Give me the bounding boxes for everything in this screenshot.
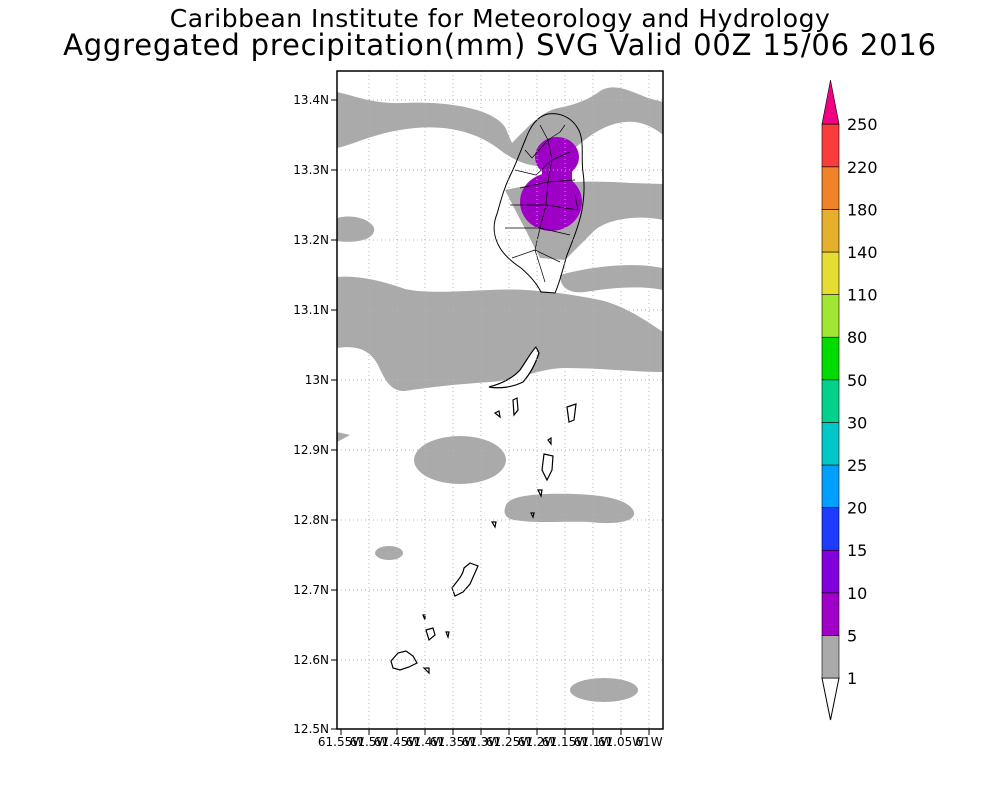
colorbar-segment [821,549,840,594]
colorbar-label: 50 [847,371,867,390]
colorbar-segment [821,507,840,551]
rain-area-north-band [337,87,663,167]
colorbar-label: 5 [847,626,857,645]
lat-tick-label: 12.6N [293,653,329,667]
rain-cell-purple-south [520,173,582,231]
colorbar-label: 220 [847,158,878,177]
latitude-axis: 13.4N 13.3N 13.2N 13.1N 13N 12.9N 12.8N 12.7N 12… [293,93,337,736]
island-cays-j [422,667,430,675]
lon-tick-label: 61.2W [518,735,557,749]
island-cays-a [493,410,501,419]
lon-tick-label: 61.05W [598,735,644,749]
colorbar-label: 15 [847,541,867,560]
island-cays-e [490,521,497,529]
rain-area-west-edge [337,432,350,442]
colorbar-segment [821,123,840,168]
lon-tick-label: 61.4W [406,735,445,749]
colorbar-segment [821,336,840,381]
island-cays-g [422,614,426,621]
island-cays-d [537,489,543,498]
island-cays-b [566,403,577,423]
st-vincent-island [493,113,585,294]
lon-tick-label: 61.25W [486,735,532,749]
colorbar-segment [821,464,840,508]
lon-tick-label: 61.55W [318,735,364,749]
colorbar-label: 140 [847,243,878,262]
colorbar-segment [821,166,840,210]
lat-tick-label: 12.7N [293,583,329,597]
st-vincent-rivers [505,124,579,283]
island-cays-f [530,512,535,519]
map-title: Caribbean Institute for Meteorology and … [169,4,831,33]
map-subtitle: Aggregated precipitation(mm) SVG Valid 0… [63,28,937,62]
colorbar-segment [821,379,840,423]
island-cays-h [425,627,436,642]
rain-area-west-blob [337,216,375,242]
colorbar-segment [821,209,840,253]
island-canouan [541,453,554,482]
colorbar-label: 10 [847,584,867,603]
colorbar-label: 250 [847,115,878,134]
colorbar-segment [821,294,840,338]
colorbar-label: 20 [847,499,867,518]
lon-tick-label: 61W [635,735,662,749]
colorbar-max-arrow [821,79,840,125]
colorbar-segment [821,422,840,466]
lon-tick-label: 61.3W [462,735,501,749]
lat-tick-label: 13N [305,373,329,387]
lat-tick-label: 12.8N [293,513,329,527]
rain-area-north-island-east [560,265,663,293]
colorbar-label: 180 [847,200,878,219]
colorbar-label: 25 [847,456,867,475]
lon-tick-label: 61.35W [430,735,476,749]
colorbar-label: 30 [847,413,867,432]
rain-area-purple [520,137,582,231]
map-background [337,71,663,729]
colorbar-segment [821,635,840,679]
map-gridlines [337,71,663,729]
lat-tick-label: 12.9N [293,443,329,457]
rain-area-cell-d [570,678,638,702]
island-bequia [488,345,540,389]
rain-area-cell-a [414,436,506,484]
map-frame [336,70,664,730]
island-mustique [512,397,519,417]
island-cays-c [547,436,552,446]
lat-tick-label: 13.2N [293,233,329,247]
colorbar-segment [821,592,840,636]
rain-area-cell-c [375,546,403,560]
st-vincent-coastline [493,113,585,294]
island-cays-i [445,631,450,640]
lat-tick-label: 13.3N [293,163,329,177]
lon-tick-label: 61.5W [350,735,389,749]
island-union [451,562,479,597]
lon-tick-label: 61.15W [542,735,588,749]
grenadines-islands [390,345,577,675]
precipitation-field [337,87,663,702]
lon-tick-label: 61.1W [574,735,613,749]
colorbar-min-arrow [821,677,840,721]
map-panel [336,70,664,730]
rain-area-south-band [337,276,663,392]
lat-tick-label: 13.1N [293,303,329,317]
colorbar-label: 80 [847,328,867,347]
lat-tick-label: 12.5N [293,722,329,736]
colorbar-segment [821,251,840,295]
longitude-axis: 61.55W61.5W61.45W61.4W61.35W61.3W61.25W6… [318,729,663,749]
colorbar-label: 1 [847,669,857,688]
lat-tick-label: 13.4N [293,93,329,107]
lon-tick-label: 61.45W [374,735,420,749]
colorbar-label: 110 [847,286,878,305]
